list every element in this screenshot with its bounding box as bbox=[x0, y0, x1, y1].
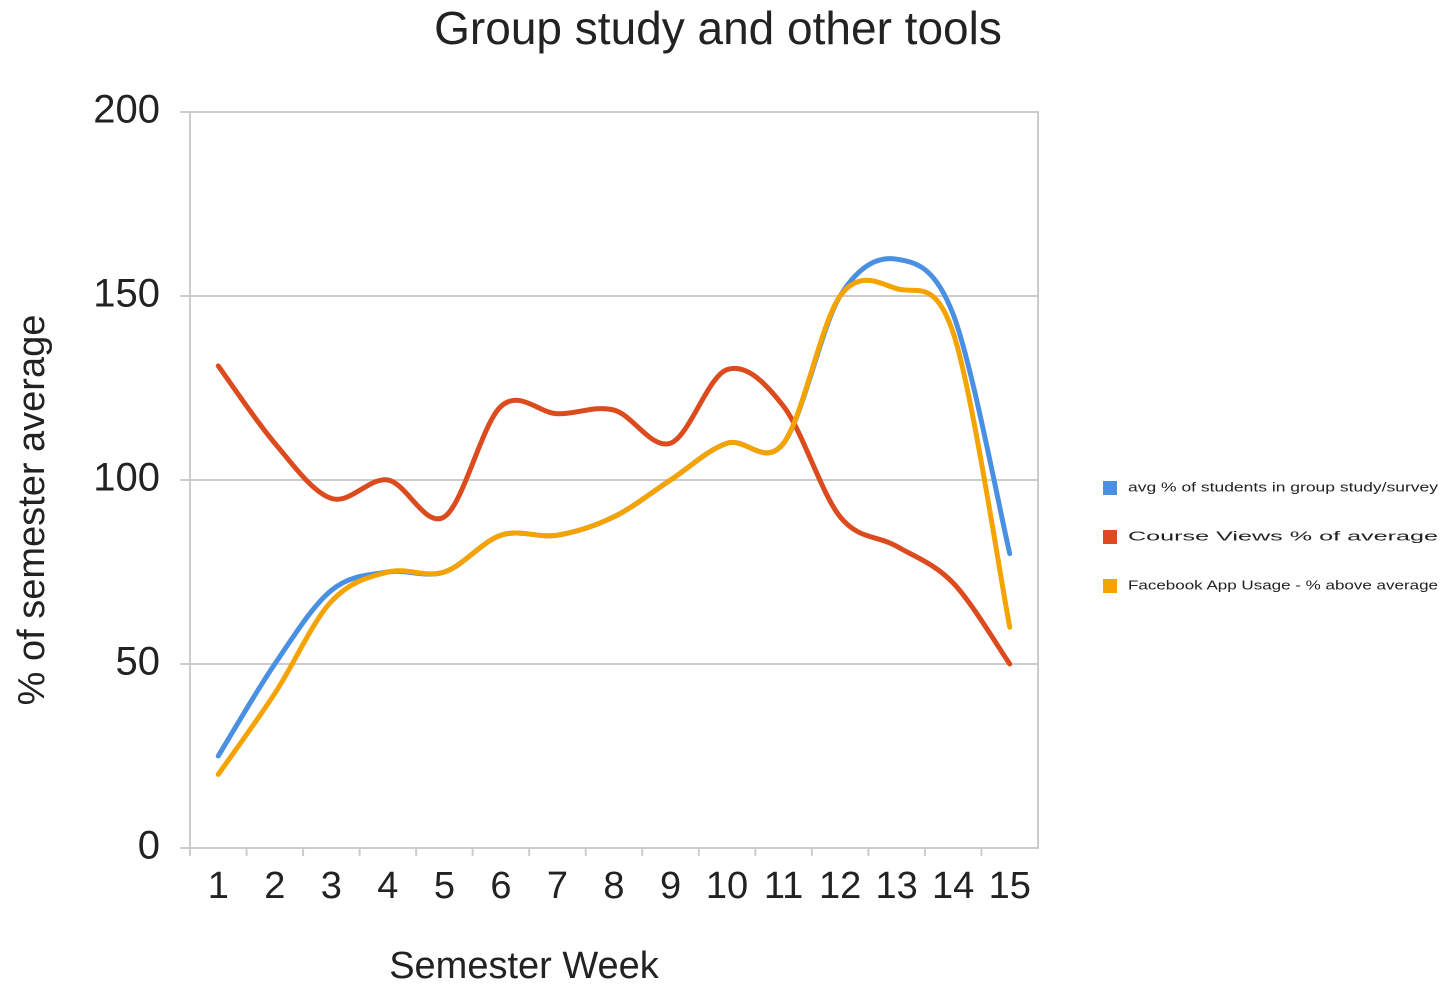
series-line bbox=[215, 363, 1013, 667]
series-line bbox=[215, 256, 1013, 759]
legend-label: Facebook App Usage - % above average bbox=[1128, 577, 1438, 592]
series-line bbox=[215, 277, 1013, 777]
plot-border bbox=[189, 111, 1039, 849]
y-tick-label: 200 bbox=[93, 88, 160, 132]
x-tick-label: 3 bbox=[321, 865, 342, 907]
legend-swatch bbox=[1103, 579, 1117, 593]
x-tick-label: 6 bbox=[490, 865, 511, 907]
x-tick-label: 9 bbox=[660, 865, 681, 907]
y-axis-title: % of semester average bbox=[11, 315, 53, 706]
x-tick-label: 14 bbox=[932, 865, 974, 907]
x-tick-label: 15 bbox=[989, 865, 1031, 907]
x-tick-label: 7 bbox=[547, 865, 568, 907]
y-tick-label: 150 bbox=[93, 272, 160, 316]
x-tick-label: 8 bbox=[603, 865, 624, 907]
x-tick-label: 5 bbox=[434, 865, 455, 907]
legend-label: Course Views % of average bbox=[1128, 528, 1438, 543]
x-tick-label: 4 bbox=[377, 865, 398, 907]
x-tick-label: 1 bbox=[208, 865, 229, 907]
x-tick-label: 2 bbox=[264, 865, 285, 907]
chart-title: Group study and other tools bbox=[434, 2, 1002, 54]
y-tick-label: 100 bbox=[93, 456, 160, 500]
x-tick-label: 13 bbox=[876, 865, 918, 907]
y-tick-label: 0 bbox=[138, 824, 160, 868]
x-tick-label: 12 bbox=[819, 865, 861, 907]
legend-swatch bbox=[1103, 530, 1117, 544]
x-axis-title: Semester Week bbox=[389, 945, 660, 987]
legend-swatch bbox=[1103, 481, 1117, 495]
legend-label: avg % of students in group study/survey bbox=[1128, 479, 1439, 494]
x-tick-label: 11 bbox=[764, 865, 803, 907]
y-tick-label: 50 bbox=[116, 640, 161, 684]
x-tick-label: 10 bbox=[706, 865, 748, 907]
